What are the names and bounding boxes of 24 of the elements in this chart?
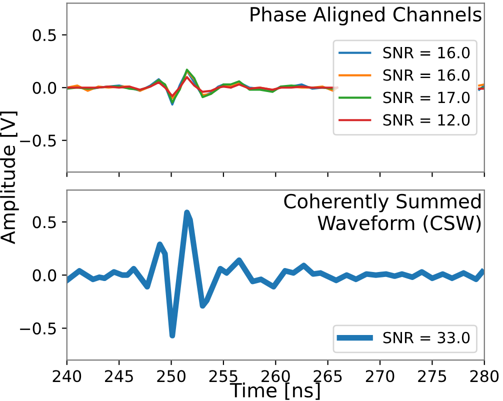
x-tick-label: 280 xyxy=(470,370,499,382)
legend-label: SNR = 16.0 xyxy=(383,46,470,58)
text: Coherently Summed Waveform (CSW) xyxy=(284,193,481,233)
x-tick-label: 250 xyxy=(157,370,186,382)
x-axis-title: Time [ns] xyxy=(230,382,320,400)
y-tick-label: 0.0 xyxy=(32,82,56,94)
x-tick-label: 275 xyxy=(418,370,446,382)
x-tick-label: 245 xyxy=(105,370,133,382)
x-tick-label: 255 xyxy=(209,370,238,382)
x-tick-label: 270 xyxy=(366,370,394,382)
y-tick-label: 0.5 xyxy=(32,216,56,228)
legend-label: SNR = 33.0 xyxy=(383,332,470,344)
x-tick-label: 260 xyxy=(262,370,290,382)
legend-label: SNR = 12.0 xyxy=(383,114,470,126)
legend-label: SNR = 16.0 xyxy=(383,69,470,81)
y-tick-label: 0.5 xyxy=(32,29,56,42)
legend-label: SNR = 17.0 xyxy=(383,92,470,104)
y-axis-title: Amplitude [V] xyxy=(0,112,19,244)
x-tick-label: 265 xyxy=(314,370,342,382)
y-tick-label: −0.5 xyxy=(20,134,56,147)
chart-title: Phase Aligned Channels xyxy=(250,6,482,26)
x-tick-label: 240 xyxy=(52,370,82,382)
y-tick-label: −0.5 xyxy=(20,322,56,335)
y-tick-label: 0.0 xyxy=(32,269,56,282)
